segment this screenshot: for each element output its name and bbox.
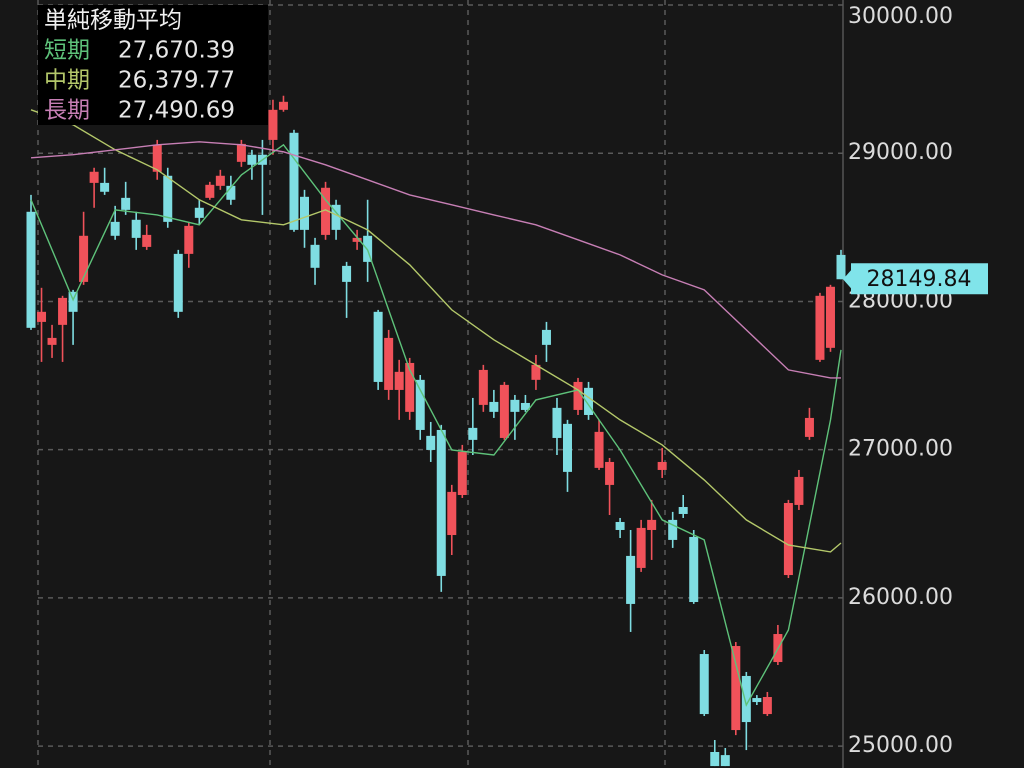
- candle-body: [436, 429, 446, 576]
- candle-body: [562, 423, 572, 472]
- candle-body: [89, 171, 99, 183]
- candle-body: [794, 476, 804, 505]
- candle-body: [121, 197, 131, 210]
- candle-body: [647, 519, 657, 530]
- candle-body: [825, 286, 835, 348]
- candle-body: [510, 399, 520, 412]
- candle-body: [741, 675, 751, 723]
- y-tick-label: 25000.00: [848, 733, 953, 758]
- candle-body: [541, 329, 551, 345]
- candle-body: [278, 101, 288, 110]
- candle-body: [342, 265, 352, 282]
- candle-body: [405, 362, 415, 412]
- candle-body: [247, 154, 257, 165]
- candle-body: [236, 143, 246, 162]
- candle-body: [636, 527, 646, 568]
- candle-body: [194, 207, 204, 218]
- candle-body: [352, 237, 362, 242]
- y-tick-label: 29000.00: [848, 140, 953, 165]
- candle-body: [731, 646, 741, 731]
- last-price-tag: [843, 263, 988, 295]
- candle-body: [478, 369, 488, 405]
- candle-body: [468, 427, 478, 440]
- candle-body: [415, 379, 425, 430]
- candle-body: [310, 244, 320, 268]
- legend-name: 中期: [44, 68, 90, 94]
- candle-body: [615, 521, 625, 530]
- legend-name: 長期: [44, 98, 90, 124]
- candle-body: [699, 654, 709, 715]
- legend-title: 単純移動平均: [44, 8, 182, 34]
- candle-body: [426, 435, 436, 450]
- candle-body: [152, 144, 162, 172]
- candle-body: [552, 407, 562, 438]
- candle-body: [289, 132, 299, 230]
- candle-body: [68, 291, 78, 312]
- candle-body: [605, 461, 615, 485]
- moving-average-line: [30, 109, 842, 553]
- candle-body: [131, 219, 141, 238]
- candle-body: [37, 311, 47, 322]
- candle-body: [762, 697, 772, 715]
- candle-body: [657, 461, 667, 470]
- y-tick-label: 26000.00: [848, 585, 953, 610]
- candle-body: [142, 234, 152, 247]
- legend-value: 27,490.69: [118, 98, 235, 124]
- plot: [26, 4, 846, 767]
- candle-body: [26, 211, 36, 328]
- candle-body: [300, 196, 310, 230]
- candle-body: [373, 311, 383, 382]
- candle-body: [268, 109, 278, 140]
- candle-body: [720, 755, 730, 767]
- candle-body: [47, 337, 57, 345]
- candle-body: [584, 387, 594, 415]
- candle-body: [58, 297, 68, 325]
- candle-body: [226, 185, 236, 200]
- candle-body: [804, 417, 814, 437]
- candle-body: [79, 235, 89, 282]
- candle-body: [205, 184, 215, 198]
- candle-body: [173, 253, 183, 312]
- moving-average-line: [30, 141, 841, 379]
- candle-body: [321, 187, 331, 235]
- candle-body: [215, 175, 225, 186]
- candle-body: [783, 503, 793, 576]
- candle-body: [710, 751, 720, 767]
- legend-name: 短期: [44, 38, 90, 64]
- candle-body: [752, 698, 762, 703]
- y-tick-label: 30000.00: [848, 4, 953, 29]
- candle-body: [668, 519, 678, 540]
- candle-body: [531, 364, 541, 380]
- candle-body: [447, 491, 457, 536]
- candle-body: [520, 402, 530, 410]
- candle-body: [363, 235, 373, 262]
- legend: 単純移動平均 短期 27,670.39 中期 26,379.77 長期 27,490.69: [38, 5, 268, 125]
- legend-value: 27,670.39: [118, 38, 235, 64]
- moving-average-line: [30, 143, 842, 707]
- candle-body: [163, 175, 173, 222]
- candle-body: [689, 536, 699, 603]
- y-tick-label: 27000.00: [848, 437, 953, 462]
- candle-body: [573, 381, 583, 410]
- candle-body: [457, 451, 467, 496]
- candle-body: [836, 254, 846, 280]
- candle-body: [489, 401, 499, 412]
- candle-body: [394, 371, 404, 390]
- last-price-label: 28149.84: [867, 267, 972, 292]
- candle-body: [815, 295, 825, 360]
- legend-box: [38, 5, 268, 125]
- legend-value: 26,379.77: [118, 68, 235, 94]
- candle-body: [594, 431, 604, 468]
- candle-body: [100, 182, 110, 192]
- candle-body: [110, 221, 120, 236]
- candle-body: [384, 337, 394, 390]
- candle-body: [678, 507, 688, 514]
- candle-body: [184, 225, 194, 254]
- candle-body: [499, 384, 509, 438]
- candle-body: [626, 555, 636, 604]
- candle-body: [331, 204, 341, 230]
